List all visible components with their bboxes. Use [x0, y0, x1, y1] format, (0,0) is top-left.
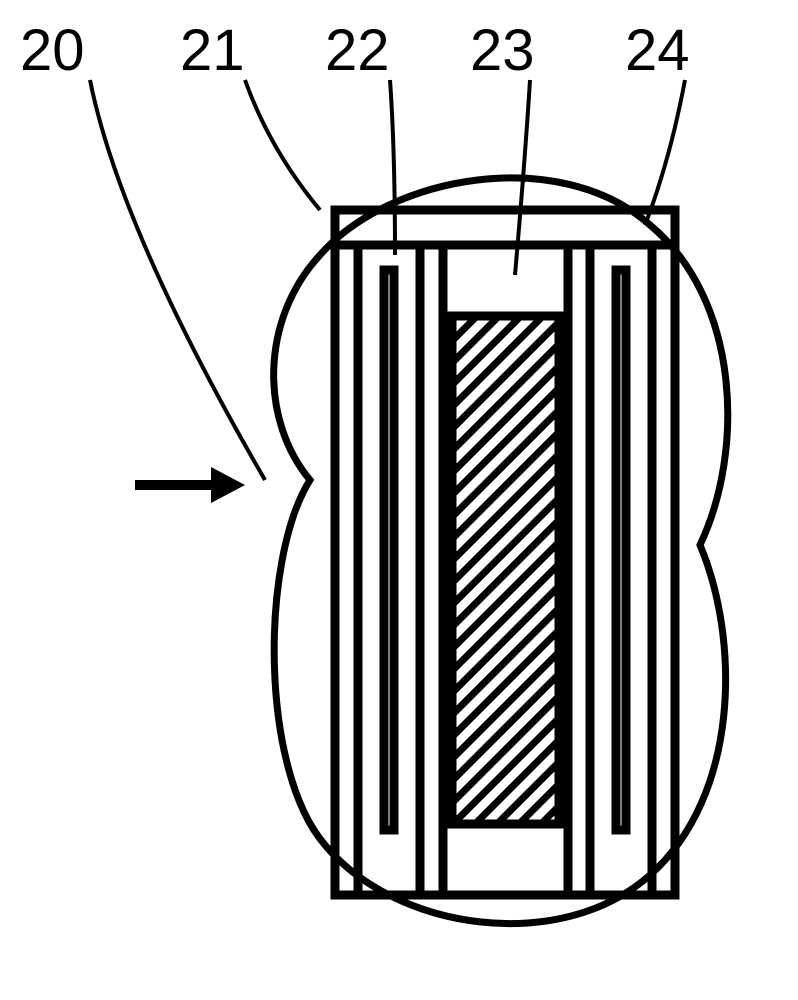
leader-ld24	[645, 80, 685, 225]
label-23: 23	[470, 18, 535, 83]
hatch-line	[352, 816, 659, 1000]
diagram-root: 20 21 22 23 24	[0, 0, 798, 1000]
left-column-outer	[358, 245, 420, 895]
direction-arrow-icon	[135, 467, 245, 503]
right-column-outer	[590, 245, 652, 895]
leader-ld22	[390, 80, 395, 255]
label-21: 21	[180, 18, 245, 83]
label-24: 24	[625, 18, 690, 83]
right-column-slot	[616, 270, 626, 830]
labels-group: 20 21 22 23 24	[20, 18, 690, 83]
leader-ld21	[245, 80, 320, 210]
outer-lobe-shape	[274, 178, 728, 924]
arrow-head	[211, 467, 245, 503]
label-22: 22	[325, 18, 390, 83]
leader-ld20	[90, 80, 265, 480]
label-20: 20	[20, 18, 85, 83]
left-column-slot	[384, 270, 394, 830]
top-cap-rect	[335, 210, 675, 245]
